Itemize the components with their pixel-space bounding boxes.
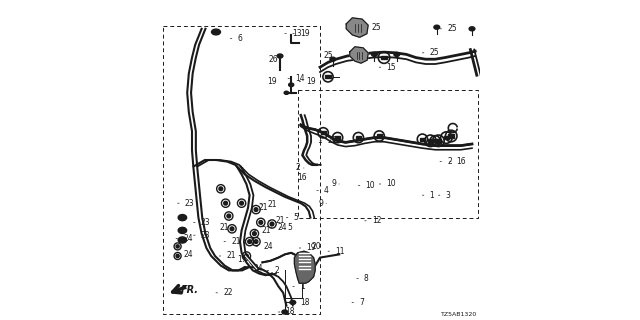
Text: 4: 4 [317, 186, 329, 195]
Text: 24: 24 [256, 242, 273, 251]
Text: 24: 24 [176, 234, 193, 243]
Text: 20: 20 [312, 242, 322, 251]
Circle shape [254, 208, 258, 212]
Ellipse shape [371, 52, 378, 56]
Text: 13: 13 [285, 29, 301, 38]
Text: 15: 15 [380, 63, 396, 72]
Polygon shape [428, 139, 433, 142]
Circle shape [248, 240, 252, 244]
Text: 21: 21 [251, 204, 268, 212]
Text: 6: 6 [230, 34, 243, 43]
Text: 23: 23 [178, 199, 195, 208]
Text: 11: 11 [328, 247, 344, 256]
Text: 22: 22 [216, 288, 232, 297]
Text: 25: 25 [371, 23, 381, 32]
Polygon shape [321, 131, 326, 134]
Circle shape [254, 240, 258, 244]
Ellipse shape [290, 300, 296, 304]
Text: 23: 23 [193, 218, 211, 227]
Text: 21: 21 [224, 237, 241, 246]
Polygon shape [381, 56, 387, 59]
Circle shape [270, 222, 274, 226]
Polygon shape [420, 138, 425, 141]
Polygon shape [326, 75, 331, 78]
Polygon shape [294, 251, 315, 283]
Text: 10: 10 [380, 180, 396, 188]
Text: 21: 21 [219, 252, 236, 260]
Ellipse shape [289, 83, 294, 87]
Polygon shape [346, 18, 368, 37]
Circle shape [176, 245, 179, 248]
Text: 16: 16 [298, 173, 307, 182]
Text: 26: 26 [269, 55, 278, 64]
Text: 24: 24 [176, 250, 193, 259]
Polygon shape [435, 139, 442, 142]
Circle shape [227, 214, 230, 218]
Polygon shape [433, 139, 438, 142]
Text: 3: 3 [438, 191, 451, 200]
Text: 1: 1 [292, 282, 305, 291]
Text: 2: 2 [440, 157, 452, 166]
Text: 25: 25 [422, 48, 439, 57]
Ellipse shape [178, 214, 187, 221]
Ellipse shape [178, 227, 187, 234]
Text: 10: 10 [358, 181, 375, 190]
Polygon shape [349, 47, 368, 63]
Text: 21: 21 [261, 200, 277, 209]
Ellipse shape [277, 54, 283, 58]
Text: 1: 1 [422, 191, 434, 200]
Text: 19: 19 [300, 77, 316, 86]
Text: 21: 21 [269, 216, 285, 225]
Text: 19: 19 [268, 77, 277, 86]
Text: 5: 5 [287, 213, 298, 222]
Polygon shape [444, 136, 449, 139]
Text: 24: 24 [270, 223, 287, 232]
Circle shape [230, 227, 234, 231]
Ellipse shape [211, 29, 220, 35]
Polygon shape [376, 134, 381, 138]
Text: 9: 9 [319, 199, 326, 208]
Text: FR.: FR. [181, 284, 199, 295]
Text: 8: 8 [357, 274, 369, 283]
Text: 21: 21 [219, 223, 228, 232]
Text: 23: 23 [193, 231, 211, 240]
Text: 25: 25 [323, 52, 333, 60]
Text: 7: 7 [352, 298, 364, 307]
Polygon shape [448, 134, 454, 138]
Text: 1: 1 [310, 136, 322, 145]
Ellipse shape [284, 91, 289, 94]
Circle shape [253, 232, 256, 236]
Ellipse shape [434, 25, 440, 29]
Text: 14: 14 [288, 74, 305, 83]
Text: 18: 18 [278, 308, 295, 316]
Text: 25: 25 [440, 24, 457, 33]
Text: 9: 9 [332, 180, 339, 188]
Text: 21: 21 [254, 226, 271, 235]
Text: TZ5AB1320: TZ5AB1320 [440, 312, 477, 317]
Polygon shape [335, 136, 340, 139]
Text: 22: 22 [320, 136, 337, 145]
Text: 24: 24 [246, 264, 263, 273]
Text: 16: 16 [450, 157, 467, 166]
Circle shape [219, 187, 223, 191]
Circle shape [240, 201, 243, 205]
Text: 12: 12 [365, 216, 381, 225]
Text: 2: 2 [296, 164, 304, 172]
Circle shape [259, 220, 262, 224]
Circle shape [244, 254, 248, 258]
Text: 18: 18 [292, 298, 309, 307]
Ellipse shape [330, 57, 336, 61]
Text: 5: 5 [280, 223, 292, 232]
Text: 17: 17 [237, 255, 246, 264]
Ellipse shape [178, 237, 187, 243]
Ellipse shape [394, 52, 400, 56]
Ellipse shape [282, 310, 288, 314]
Circle shape [176, 254, 179, 258]
Text: 19: 19 [300, 244, 316, 252]
Ellipse shape [469, 27, 475, 31]
Circle shape [224, 201, 227, 205]
Text: 2: 2 [268, 266, 279, 275]
Polygon shape [356, 136, 361, 139]
Text: 19: 19 [292, 29, 310, 38]
